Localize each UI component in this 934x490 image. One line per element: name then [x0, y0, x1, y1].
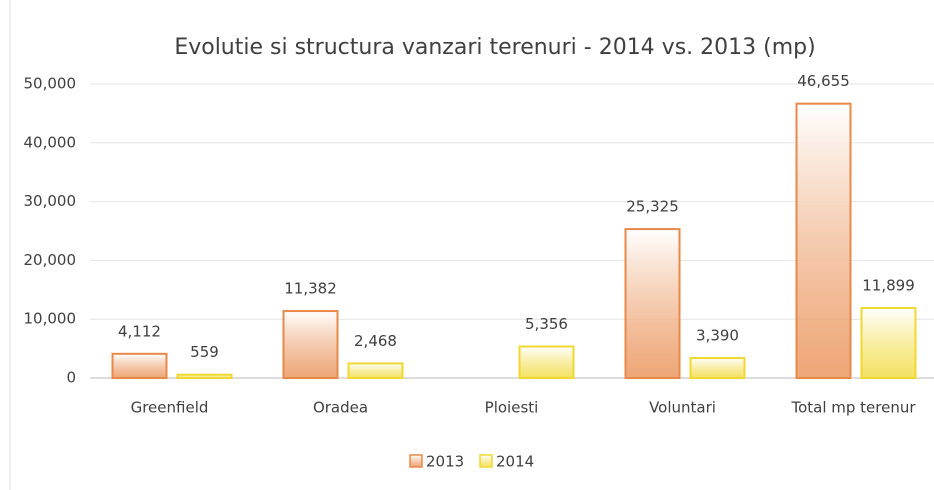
y-tick-label: 20,000: [24, 251, 77, 269]
x-tick-label: Greenfield: [131, 399, 209, 417]
data-label: 3,390: [696, 327, 739, 345]
bar: [111, 352, 168, 380]
bar: [347, 362, 404, 379]
bar: [795, 102, 852, 379]
data-label: 559: [190, 343, 219, 361]
chart-title: Evolutie si structura vanzari terenuri -…: [174, 35, 815, 60]
data-label: 25,325: [626, 198, 679, 216]
data-label: 46,655: [797, 72, 850, 90]
legend-swatch: [479, 454, 493, 468]
x-tick-label: Ploiesti: [485, 399, 539, 417]
data-label: 4,112: [118, 322, 161, 340]
bar: [176, 373, 233, 379]
x-tick-label: Voluntari: [649, 399, 716, 417]
bar: [518, 345, 575, 379]
x-tick-label: Oradea: [313, 399, 368, 417]
bar: [689, 357, 746, 380]
legend-swatch: [409, 454, 423, 468]
y-tick-label: 40,000: [24, 133, 77, 151]
data-label: 11,382: [284, 280, 337, 298]
bar: [624, 228, 681, 379]
y-tick-label: 30,000: [24, 192, 77, 210]
y-tick-label: 50,000: [24, 75, 77, 93]
data-label: 5,356: [525, 315, 568, 333]
y-tick-label: 0: [66, 369, 76, 387]
bar: [282, 310, 339, 380]
data-label: 2,468: [354, 332, 397, 350]
data-label: 11,899: [862, 277, 915, 295]
legend-label: 2014: [496, 453, 534, 471]
y-tick-label: 10,000: [24, 310, 77, 328]
legend-label: 2013: [426, 453, 464, 471]
x-tick-label: Total mp terenur: [790, 399, 916, 417]
bar: [860, 307, 917, 379]
